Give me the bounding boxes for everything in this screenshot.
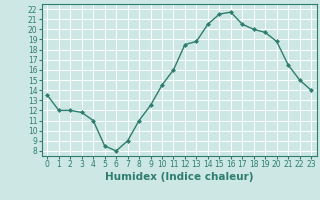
X-axis label: Humidex (Indice chaleur): Humidex (Indice chaleur) xyxy=(105,172,253,182)
